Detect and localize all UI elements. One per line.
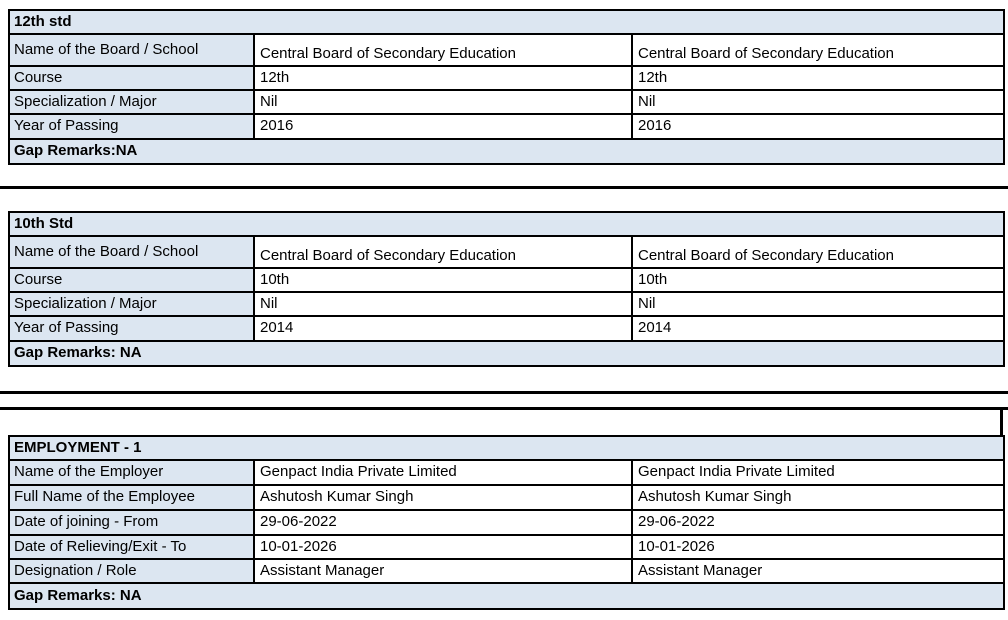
label-board-school: Name of the Board / School [8,235,255,269]
value-employer-name-2: Genpact India Private Limited [630,459,1006,486]
table-row: Year of Passing 2016 2016 [8,113,1006,140]
value-year-passing-2: 2014 [631,315,1005,342]
table-row: Gap Remarks: NA [8,340,1005,367]
table-title-12th: 12th std [7,9,1006,35]
table-row: EMPLOYMENT - 1 [7,435,1006,461]
value-date-joining-1: 29-06-2022 [253,509,633,536]
gap-remarks-employment: Gap Remarks: NA [7,582,1006,610]
education-table-10th: 10th Std Name of the Board / School Cent… [8,211,1005,367]
table-row: 10th Std [8,211,1005,237]
value-year-passing-1: 2014 [253,315,633,342]
table-row: Specialization / Major Nil Nil [8,291,1005,317]
table-row: Gap Remarks: NA [7,582,1006,610]
value-year-passing-1: 2016 [253,113,633,140]
table-row: Designation / Role Assistant Manager Ass… [8,558,1006,584]
value-course-1: 12th [253,65,633,91]
divider-right-edge [1000,407,1003,438]
value-employer-name-1: Genpact India Private Limited [253,459,633,486]
label-board-school: Name of the Board / School [8,33,255,67]
value-board-school-2: Central Board of Secondary Education [630,33,1006,67]
value-date-relieving-2: 10-01-2026 [630,534,1006,560]
label-year-passing: Year of Passing [8,113,255,140]
table-row: Date of joining - From 29-06-2022 29-06-… [8,509,1006,536]
label-specialization: Specialization / Major [8,89,255,115]
value-board-school-1: Central Board of Secondary Education [253,33,633,67]
table-row: Specialization / Major Nil Nil [8,89,1006,115]
label-course: Course [8,267,255,293]
divider-line-b [0,391,1008,394]
value-specialization-1: Nil [253,89,633,115]
value-designation-1: Assistant Manager [253,558,633,584]
gap-remarks-12th: Gap Remarks:NA [7,138,1006,165]
value-employee-name-2: Ashutosh Kumar Singh [630,484,1006,511]
divider-line-c [0,407,1008,410]
value-date-relieving-1: 10-01-2026 [253,534,633,560]
value-course-2: 12th [630,65,1006,91]
value-specialization-2: Nil [630,89,1006,115]
table-row: Gap Remarks:NA [7,138,1006,165]
value-board-school-1: Central Board of Secondary Education [253,235,633,269]
table-row: Name of the Board / School Central Board… [8,235,1005,269]
label-designation: Designation / Role [8,558,255,584]
table-row: Name of the Board / School Central Board… [8,33,1006,67]
value-employee-name-1: Ashutosh Kumar Singh [253,484,633,511]
value-course-1: 10th [253,267,633,293]
value-year-passing-2: 2016 [630,113,1006,140]
value-specialization-2: Nil [631,291,1005,317]
value-date-joining-2: 29-06-2022 [630,509,1006,536]
divider-line-a [0,186,1008,189]
value-board-school-2: Central Board of Secondary Education [631,235,1005,269]
table-row: Full Name of the Employee Ashutosh Kumar… [8,484,1006,511]
value-designation-2: Assistant Manager [630,558,1006,584]
employment-table-1: EMPLOYMENT - 1 Name of the Employer Genp… [7,435,1006,610]
table-row: Year of Passing 2014 2014 [8,315,1005,342]
table-title-10th: 10th Std [8,211,1005,237]
label-course: Course [8,65,255,91]
table-row: Name of the Employer Genpact India Priva… [8,459,1006,486]
table-row: Date of Relieving/Exit - To 10-01-2026 1… [8,534,1006,560]
label-employer-name: Name of the Employer [8,459,255,486]
table-row: Course 10th 10th [8,267,1005,293]
table-row: Course 12th 12th [8,65,1006,91]
gap-remarks-10th: Gap Remarks: NA [8,340,1005,367]
label-employee-name: Full Name of the Employee [8,484,255,511]
value-course-2: 10th [631,267,1005,293]
label-year-passing: Year of Passing [8,315,255,342]
value-specialization-1: Nil [253,291,633,317]
education-table-12th: 12th std Name of the Board / School Cent… [7,9,1006,165]
label-date-relieving: Date of Relieving/Exit - To [8,534,255,560]
label-date-joining: Date of joining - From [8,509,255,536]
table-title-employment: EMPLOYMENT - 1 [7,435,1006,461]
table-row: 12th std [7,9,1006,35]
label-specialization: Specialization / Major [8,291,255,317]
